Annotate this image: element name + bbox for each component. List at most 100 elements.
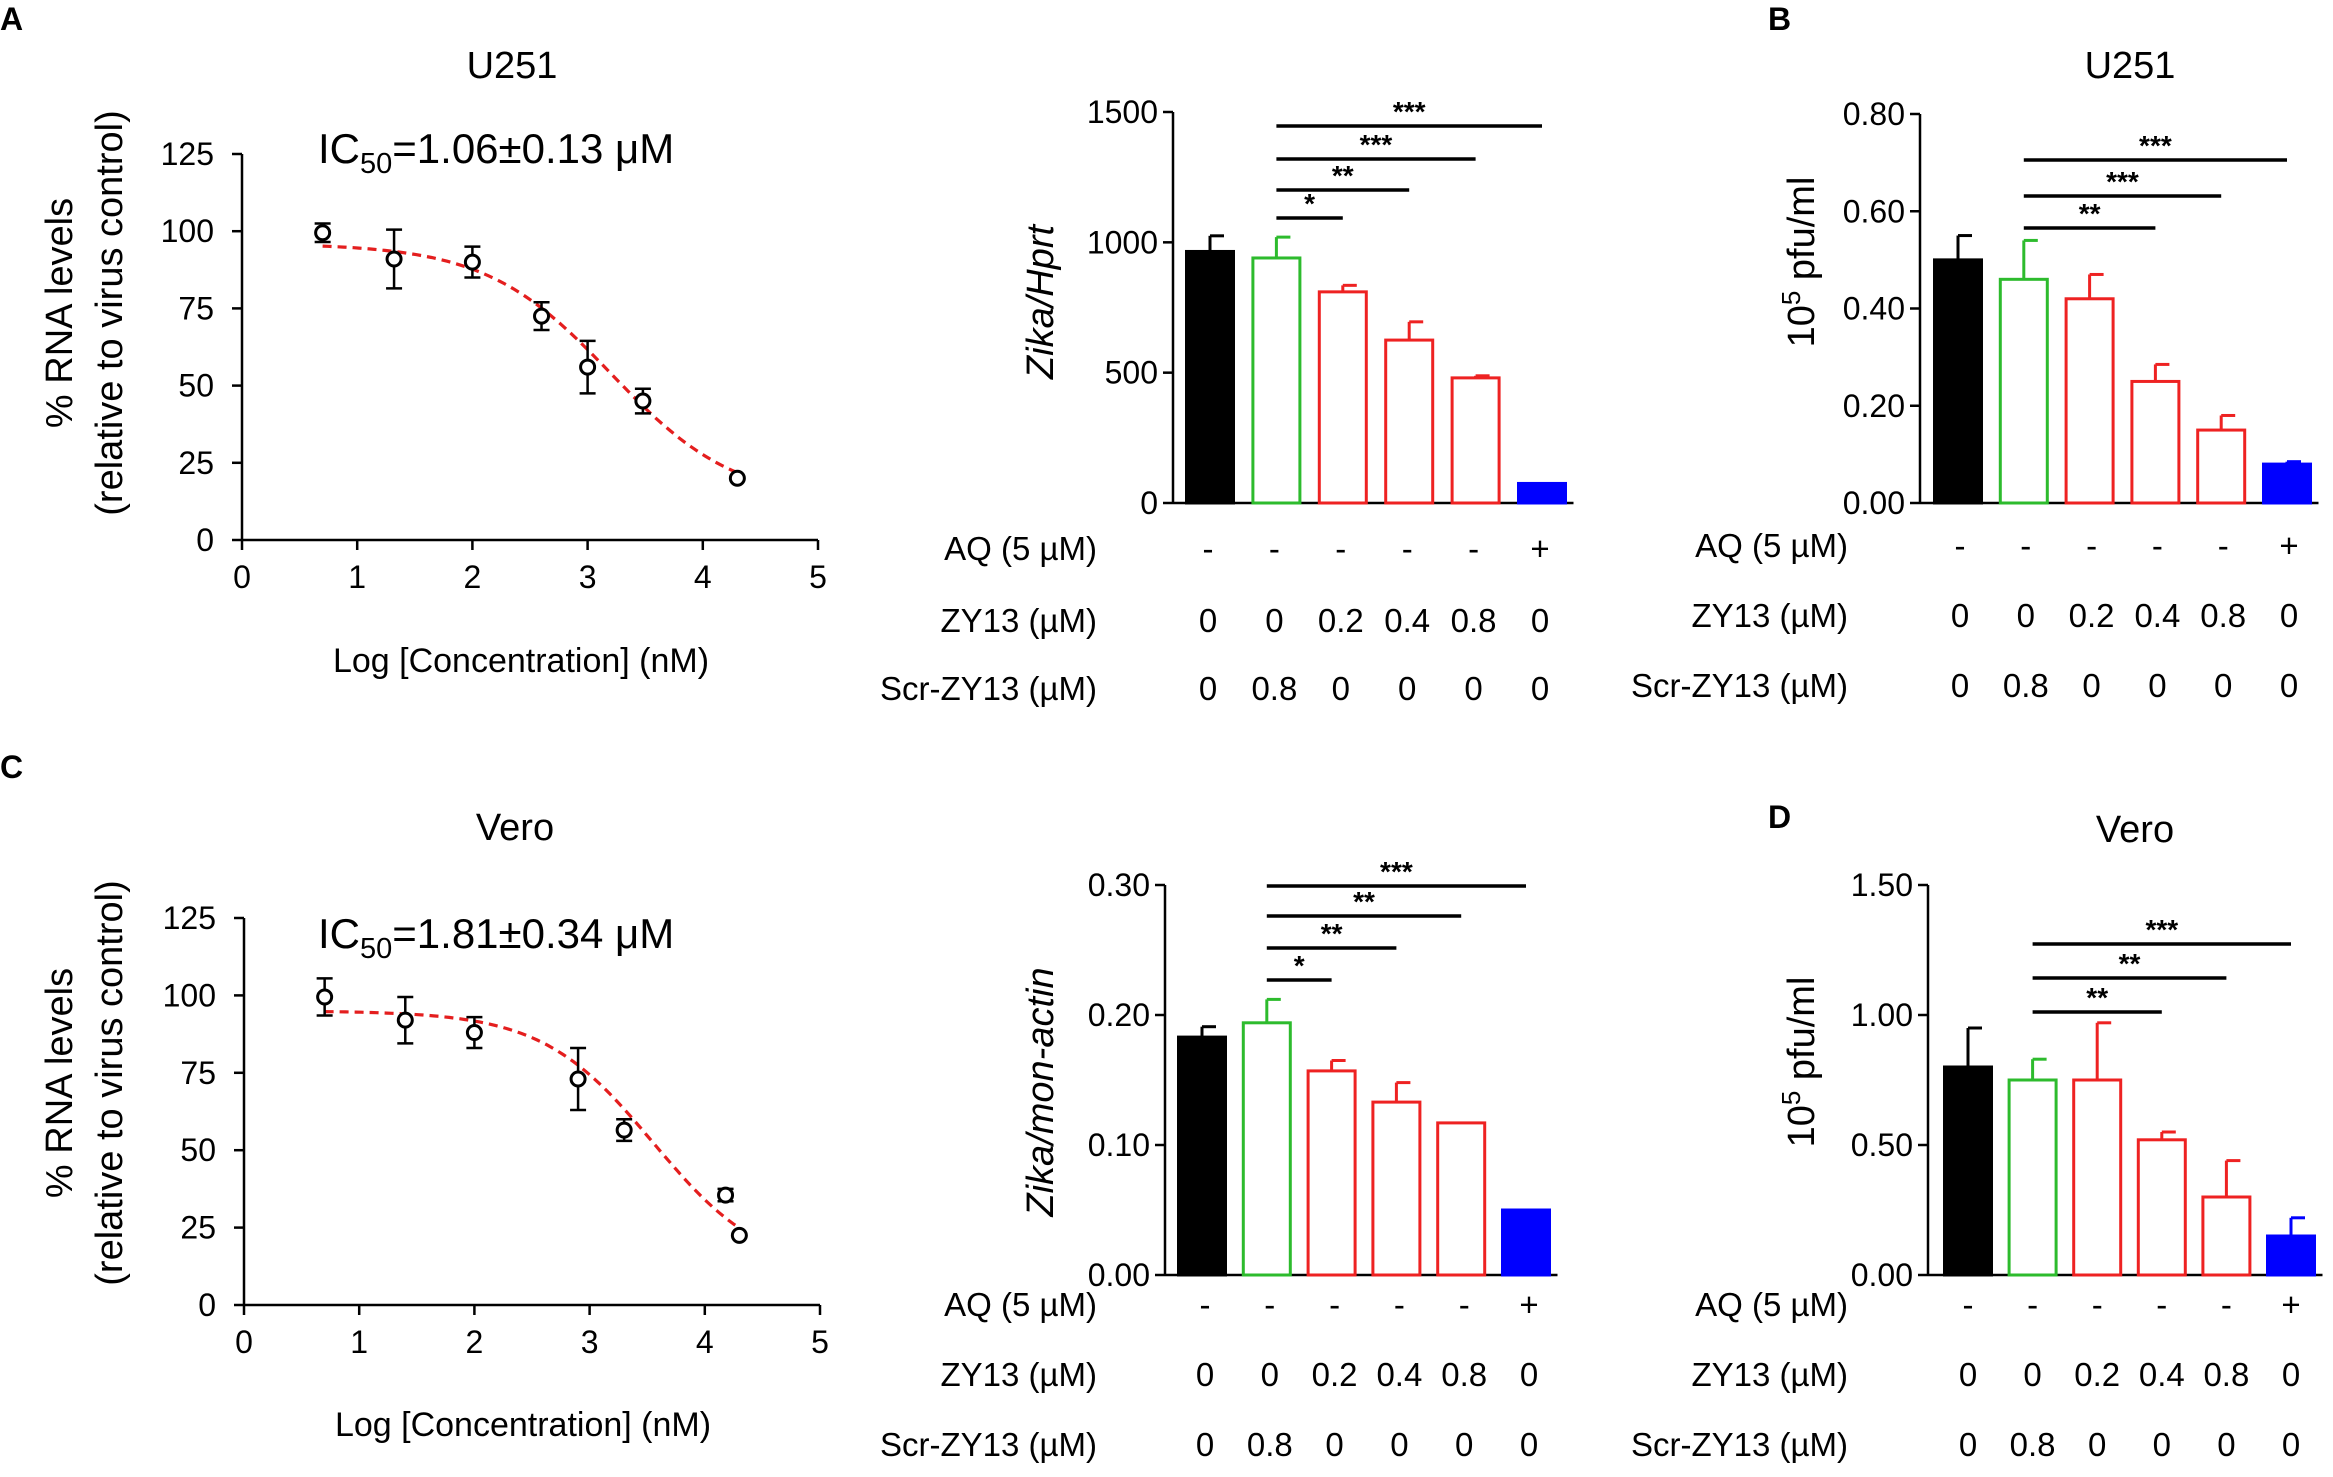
condition-row-label: AQ (5 µM) (944, 1286, 1097, 1323)
y-axis-label: 105 pfu/ml (1776, 177, 1823, 348)
condition-value: 0 (2153, 1426, 2171, 1463)
y-tick-label: 25 (178, 445, 214, 481)
a-dose-response-chart: U251 IC50=1.06±0.13 μM % RNA levels (rel… (39, 45, 827, 680)
y-tick-label: 25 (180, 1210, 216, 1246)
condition-row-label: Scr-ZY13 (µM) (880, 1426, 1097, 1463)
condition-value: 0 (1520, 1356, 1538, 1393)
x-tick-label: 5 (809, 559, 827, 595)
data-point (316, 988, 334, 1006)
chart-title: Vero (476, 807, 554, 849)
condition-value: 0 (1959, 1426, 1977, 1463)
significance-label: *** (1360, 129, 1393, 160)
condition-value: - (1264, 1286, 1275, 1323)
condition-row-label: ZY13 (µM) (940, 1356, 1097, 1393)
bar (1371, 1100, 1422, 1277)
y-tick-label: 0.10 (1088, 1127, 1150, 1163)
condition-value: - (1459, 1286, 1470, 1323)
y-tick-label: 100 (163, 977, 216, 1013)
data-point (396, 1011, 414, 1029)
condition-value: 0 (2282, 1356, 2300, 1393)
y-tick-label: 0.20 (1843, 388, 1905, 424)
y-tick-label: 0.00 (1843, 485, 1905, 521)
x-tick-label: 2 (466, 1324, 484, 1360)
condition-row-label: AQ (5 µM) (1695, 1286, 1848, 1323)
condition-value: 0.2 (1312, 1356, 1358, 1393)
significance-label: ** (2079, 198, 2101, 229)
data-point (569, 1070, 587, 1088)
condition-value: 0 (2217, 1426, 2235, 1463)
y-tick-label: 0.50 (1851, 1127, 1913, 1163)
d-bar-chart: Vero 105 pfu/ml 0.000.501.001.50*******A… (1631, 809, 2323, 1463)
condition-row-label: AQ (5 µM) (944, 530, 1097, 567)
y-tick-label: 0 (1140, 485, 1158, 521)
bar (1517, 481, 1567, 505)
x-tick-label: 3 (581, 1324, 599, 1360)
significance-label: ** (1321, 918, 1343, 949)
data-point (717, 1186, 735, 1204)
y-axis-label: % RNA levels (39, 968, 81, 1198)
y-tick-label: 0.80 (1843, 96, 1905, 132)
x-axis-label: Log [Concentration] (nM) (333, 642, 709, 680)
condition-value: 0.4 (1376, 1356, 1422, 1393)
condition-value: - (2027, 1286, 2038, 1323)
c-dose-response-chart: Vero IC50=1.81±0.34 μM % RNA levels (rel… (39, 807, 829, 1444)
condition-value: 0.2 (2069, 597, 2115, 634)
condition-value: - (1203, 530, 1214, 567)
y-tick-label: 50 (178, 368, 214, 404)
condition-value: 0 (1265, 602, 1283, 639)
x-tick-label: 2 (464, 559, 482, 595)
x-tick-label: 4 (694, 559, 712, 595)
condition-value: 0.8 (1251, 670, 1297, 707)
bar (2201, 1195, 2252, 1277)
condition-value: 0 (1325, 1426, 1343, 1463)
x-tick-label: 5 (811, 1324, 829, 1360)
y-axis-label: % RNA levels (39, 198, 81, 428)
condition-value: 0 (2214, 667, 2232, 704)
x-axis-label: Log [Concentration] (nM) (335, 1406, 711, 1444)
bar (1251, 256, 1302, 505)
condition-value: - (1402, 530, 1413, 567)
y-axis-label: Zika/mon-actin (1020, 967, 1062, 1217)
data-point (579, 358, 597, 376)
y-axis-label-secondary: (relative to virus control) (89, 110, 131, 515)
bar (1450, 376, 1501, 505)
condition-value: 0 (2280, 597, 2298, 634)
condition-value: 0 (1531, 670, 1549, 707)
y-tick-label: 0.00 (1088, 1257, 1150, 1293)
data-point (615, 1121, 633, 1139)
condition-row-label: ZY13 (µM) (1691, 597, 1848, 634)
condition-value: 0 (1455, 1426, 1473, 1463)
data-point (385, 250, 403, 268)
y-axis-label-secondary: (relative to virus control) (89, 880, 131, 1285)
condition-value: - (1468, 530, 1479, 567)
condition-value: - (1955, 527, 1966, 564)
bar (1943, 1065, 1993, 1277)
bar (2136, 1138, 2187, 1277)
condition-value: 0 (1199, 602, 1217, 639)
condition-value: - (2020, 527, 2031, 564)
condition-value: 0 (2148, 667, 2166, 704)
condition-value: + (2279, 527, 2298, 564)
bar (1241, 1021, 1292, 1277)
y-tick-label: 50 (180, 1132, 216, 1168)
condition-value: 0 (2082, 667, 2100, 704)
bar (2072, 1078, 2123, 1277)
condition-value: 0 (1951, 597, 1969, 634)
condition-value: - (2086, 527, 2097, 564)
condition-value: 0.4 (2139, 1356, 2185, 1393)
condition-value: 0 (2088, 1426, 2106, 1463)
bar (1933, 258, 1983, 505)
condition-value: 0 (1332, 670, 1350, 707)
y-axis-label: 105 pfu/ml (1776, 977, 1823, 1148)
y-tick-label: 0.40 (1843, 291, 1905, 327)
bar (2196, 428, 2247, 505)
data-point (314, 224, 332, 242)
condition-value: + (1530, 530, 1549, 567)
chart-title: U251 (467, 45, 558, 87)
bar (2262, 462, 2312, 505)
ic50-label: IC50=1.06±0.13 μM (318, 125, 674, 180)
significance-label: ** (1332, 160, 1354, 191)
condition-value: + (2281, 1286, 2300, 1323)
condition-value: 0 (2280, 667, 2298, 704)
